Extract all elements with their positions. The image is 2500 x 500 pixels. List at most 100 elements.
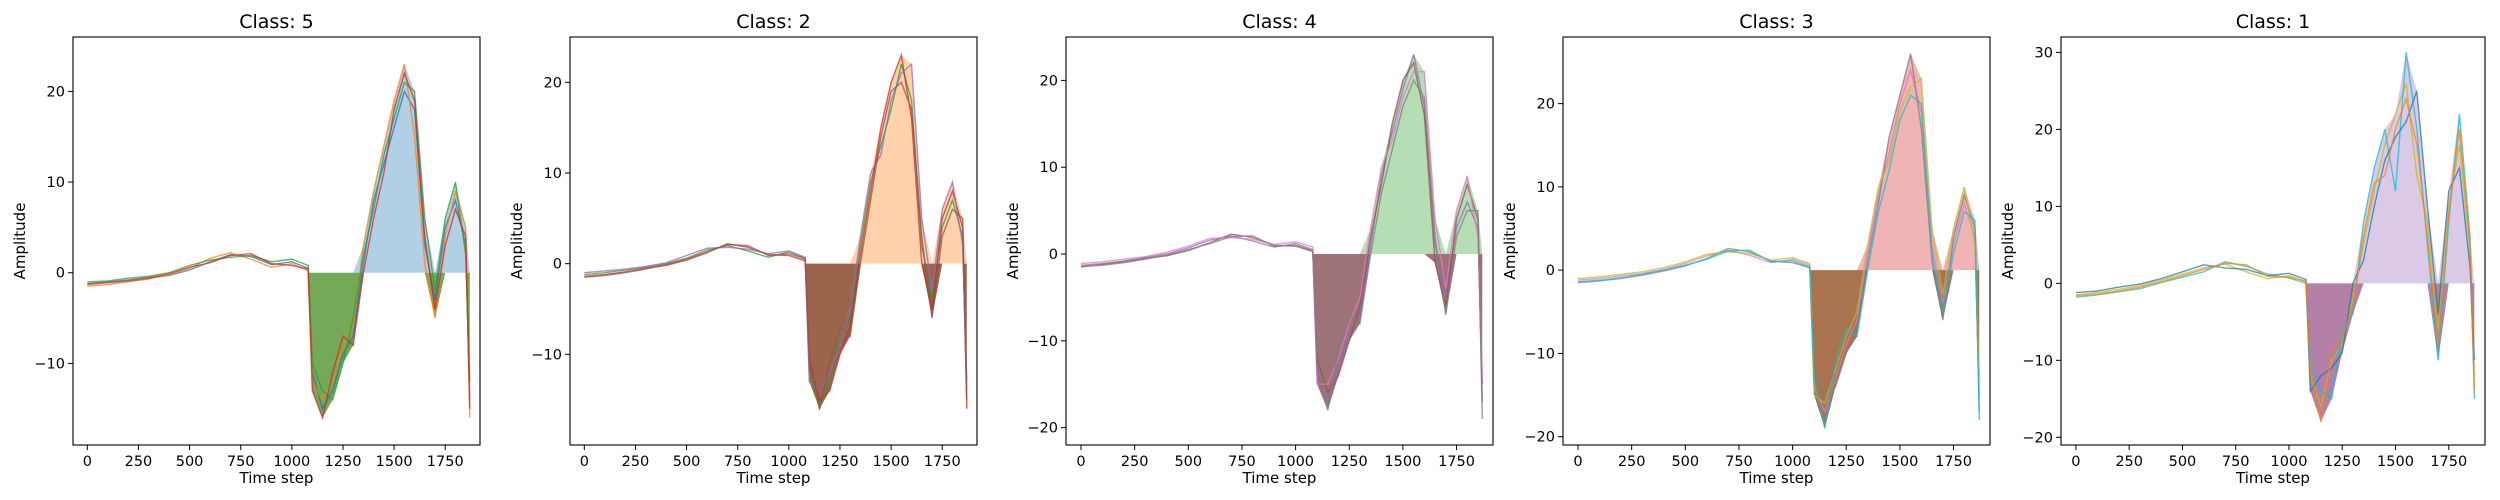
y-tick-label: 20 [1040,73,1058,89]
y-tick-label: −10 [1027,334,1058,350]
y-tick-label: 20 [2035,122,2053,138]
x-tick-label: 1250 [2324,454,2361,470]
x-tick-label: 1000 [1277,454,1314,470]
y-tick-label: −20 [1027,421,1058,437]
axes-frame [72,36,481,446]
axes-frame [569,36,978,446]
positive-fill-area [2352,52,2475,284]
x-tick-label: 1750 [1935,454,1972,470]
y-axis-label: Amplitude [11,203,29,280]
x-tick-label: 500 [1671,454,1699,470]
series-line [2075,52,2476,401]
x-axis-label: Time step [736,469,811,487]
chart-panel-1: 0 250 500 750 1000 1250 1500 1750 −10 0 10 20 Class:… [11,11,481,487]
series-line [584,62,968,392]
negative-fill-area [308,272,470,418]
axes-frame [1065,36,1494,446]
chart-title: Class: 3 [1739,11,1814,33]
x-tick-label: 500 [1174,454,1202,470]
series-line [2075,90,2476,394]
series-line [1577,77,1980,405]
x-axis-label: Time step [2235,469,2310,487]
x-tick-label: 250 [1121,454,1149,470]
x-axis-label: Time step [239,469,314,487]
plot-area [2075,52,2476,423]
chart-panel-3: 0 250 500 750 1000 1250 1500 1750 −20 −10 0 10 20 Cla… [1004,11,1494,487]
x-tick-label: 750 [1725,454,1753,470]
y-tick-label: −10 [1524,346,1555,362]
plot-area [1080,54,1483,419]
y-axis-label: Amplitude [1004,203,1022,280]
x-tick-label: 1250 [325,454,362,470]
y-tick-label: 20 [544,75,562,91]
x-tick-label: 1750 [1438,454,1475,470]
chart-title: Class: 4 [1242,11,1317,33]
chart-title: Class: 1 [2236,11,2311,33]
positive-fill-area [353,64,470,273]
x-tick-label: 0 [1573,454,1582,470]
x-tick-label: 250 [2115,454,2143,470]
x-tick-label: 1250 [822,454,859,470]
y-tick-label: 10 [2035,199,2053,215]
x-tick-label: 750 [724,454,752,470]
y-axis-label: Amplitude [1999,203,2017,280]
x-tick-label: 500 [673,454,701,470]
y-tick-label: 0 [553,257,562,273]
y-tick-label: −20 [1524,430,1555,446]
series-line [584,52,968,409]
x-tick-label: 750 [227,454,255,470]
axes-frame [2060,36,2486,446]
series-line [1577,53,1980,412]
plot-area [584,52,968,411]
x-tick-label: 1250 [1331,454,1368,470]
x-tick-label: 1000 [273,454,310,470]
x-tick-label: 1500 [873,454,910,470]
y-tick-label: 20 [47,84,65,100]
x-tick-label: 1500 [1384,454,1421,470]
series-line [584,81,968,409]
x-tick-label: 1750 [2430,454,2467,470]
series-line [87,71,471,421]
negative-fill-area [1809,270,1980,429]
x-tick-label: 1750 [427,454,464,470]
x-tick-label: 500 [176,454,204,470]
plot-area [1577,53,1980,429]
series-line [1577,67,1980,414]
y-tick-label: 10 [1537,180,1555,196]
x-tick-label: 1500 [2377,454,2414,470]
x-tick-label: 1000 [2271,454,2308,470]
y-tick-label: 10 [544,166,562,182]
series-line [1080,71,1483,385]
x-tick-label: 0 [2071,454,2080,470]
positive-fill-area [1856,53,1980,271]
series-line [87,81,471,401]
x-tick-label: 1000 [770,454,807,470]
y-tick-label: 10 [47,175,65,191]
x-axis-label: Time step [1242,469,1317,487]
series-line [87,64,471,418]
y-tick-label: 0 [2044,276,2053,292]
chart-title: Class: 2 [736,11,811,33]
y-tick-label: 0 [1546,263,1555,279]
y-tick-label: −10 [2022,353,2053,369]
x-tick-label: 1500 [376,454,413,470]
y-axis-label: Amplitude [1501,203,1519,280]
axes-frame [1562,36,1991,446]
x-tick-label: 0 [580,454,589,470]
plot-area [87,64,471,421]
x-axis-label: Time step [1739,469,1814,487]
series-line [1577,94,1980,429]
positive-fill-area [850,55,967,264]
series-line [2075,96,2476,423]
y-tick-label: 20 [1537,97,1555,113]
x-tick-label: 750 [1228,454,1256,470]
y-axis-label: Amplitude [508,203,526,280]
x-tick-label: 1000 [1774,454,1811,470]
chart-panel-4: 0 250 500 750 1000 1250 1500 1750 −20 −10 0 10 20 Cla… [1501,11,1991,487]
x-tick-label: 1500 [1881,454,1918,470]
x-tick-label: 250 [1618,454,1646,470]
y-tick-label: 30 [2035,45,2053,61]
y-tick-label: 0 [1049,247,1058,263]
series-line [1080,61,1483,402]
series-line [1080,78,1483,419]
